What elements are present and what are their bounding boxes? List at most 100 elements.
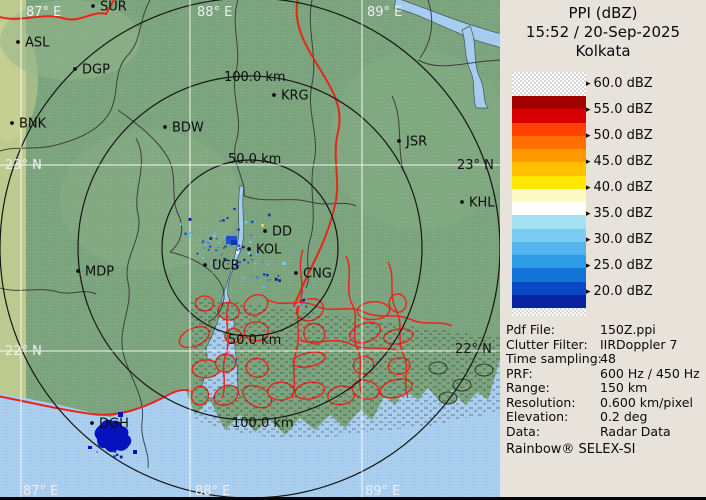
station-label-BDW: BDW [172, 121, 204, 136]
echo-pixel [236, 239, 239, 242]
echo-pixel [249, 234, 253, 237]
echo-pixel [232, 269, 234, 271]
echo-pixel [239, 251, 242, 254]
station-dot-KOL [247, 247, 251, 251]
graticule-label: 23° N [457, 158, 494, 173]
colorbar-bands [512, 96, 586, 308]
range-ring-label: 100.0 km [224, 70, 286, 85]
echo-pixel [205, 243, 208, 246]
echo-pixel [226, 247, 228, 249]
state-boundaries [0, 0, 453, 416]
echo-pixel [113, 450, 117, 453]
echo-pixel [257, 247, 259, 249]
legend-label-30.0: ▸ 30.0 dBZ [586, 231, 702, 249]
legend-label-text: 50.0 dBZ [593, 128, 653, 143]
info-panel: PPI (dBZ) 15:52 / 20-Sep-2025 Kolkata Pd… [500, 0, 706, 500]
echo-pixel [230, 244, 233, 247]
echo-pixel [223, 235, 226, 238]
echo-pixel [271, 263, 274, 265]
state-border-northwest [0, 0, 115, 21]
metadata-row: Range: 150 km [506, 380, 702, 396]
echo-blob [231, 240, 237, 245]
echo-pixel [267, 263, 270, 266]
legend-tick-arrow-icon: ▸ [586, 261, 591, 271]
terrain-light-patch [0, 0, 140, 80]
echo-pixel [116, 453, 119, 457]
range-ring-label: 50.0 km [228, 152, 281, 167]
metadata-row: Resolution: 0.600 km/pixel [506, 395, 702, 411]
echo-pixel [184, 232, 187, 235]
station-label-UCB: UCB [212, 259, 240, 274]
echo-pixel [277, 275, 280, 277]
echo-pixel [217, 241, 221, 244]
legend-label-text: 35.0 dBZ [593, 206, 653, 221]
echo-pixel [224, 245, 227, 248]
echo-pixel [233, 208, 236, 210]
echo-pixel [188, 232, 191, 234]
echo-pixel [251, 259, 253, 261]
colorbar-band-9 [512, 215, 586, 229]
echo-pixel [242, 245, 245, 249]
station-dot-JSR [397, 139, 401, 143]
echo-pixel [305, 305, 308, 308]
metadata-label: Clutter Filter: [506, 336, 588, 352]
radar-site: Kolkata [575, 42, 631, 60]
graticule-label: 88° E [195, 484, 230, 499]
station-dot-SUR [91, 4, 95, 8]
echo-pixel [216, 238, 218, 240]
metadata-label: Time sampling: [506, 351, 602, 366]
legend-label-25.0: ▸ 25.0 dBZ [586, 257, 702, 275]
echo-pixel [214, 231, 216, 234]
metadata-value: 150 km [600, 380, 648, 395]
range-ring [77, 75, 423, 421]
colorbar-overflow-bottom [512, 308, 586, 316]
echo-pixel [218, 246, 220, 249]
echo-pixel [267, 213, 271, 217]
colorbar-band-6 [512, 175, 586, 189]
range-ring-label: 100.0 km [232, 416, 294, 431]
echo-pixel [254, 221, 257, 223]
station-label-BNK: BNK [19, 117, 47, 132]
metadata-value: 150Z.ppi [600, 322, 656, 337]
station-label-DGH: DGH [99, 417, 129, 432]
legend-tick-arrow-icon: ▸ [586, 157, 591, 167]
echo-blob [261, 224, 264, 227]
echo-pixel [251, 220, 254, 223]
metadata-row: Clutter Filter: IIRDoppler 7 [506, 336, 702, 353]
echo-pixel [210, 261, 213, 263]
station-label-MDP: MDP [85, 265, 114, 280]
legend-label-40.0: ▸ 40.0 dBZ [586, 179, 702, 197]
station-dot-DGH [90, 421, 94, 425]
legend-label-text: 40.0 dBZ [593, 180, 653, 195]
echo-pixel [219, 220, 222, 222]
legend-label-text: 45.0 dBZ [593, 154, 653, 169]
legend-tick-arrow-icon: ▸ [586, 79, 591, 89]
product-title: PPI (dBZ) [568, 4, 638, 22]
echo-pixel [270, 279, 272, 281]
station-dot-DGP [73, 67, 77, 71]
delta-border [345, 255, 363, 395]
echo-pixel [274, 277, 278, 281]
station-label-ASL: ASL [25, 36, 50, 51]
echo-pixel [188, 218, 192, 221]
echo-pixel [227, 263, 229, 265]
colorbar-band-4 [512, 149, 586, 163]
graticule-label: 87° E [23, 484, 58, 499]
station-dot-MDP [76, 269, 80, 273]
mangrove-hatch [190, 296, 500, 438]
station-label-SUR: SUR [100, 0, 127, 15]
radar-map: 100.0 km 50.0 km 50.0 km 100.0 km SUR ASL DGP… [0, 0, 510, 500]
delta-border [291, 249, 304, 399]
graticule [0, 0, 500, 500]
coastline-border [0, 388, 193, 416]
echo-pixel [223, 247, 225, 249]
graticule-label: 89° E [365, 484, 400, 499]
graticule-labels: 87° E 88° E 89° E 87° E 88° E 89° E 23° N 22° N… [5, 5, 494, 499]
echo-pixel [189, 234, 192, 238]
colorbar-band-5 [512, 162, 586, 176]
echo-blob [118, 412, 123, 417]
echo-pixel [247, 252, 251, 255]
echo-pixel [241, 276, 245, 280]
echo-pixel [218, 260, 221, 262]
echo-pixel [179, 223, 182, 226]
